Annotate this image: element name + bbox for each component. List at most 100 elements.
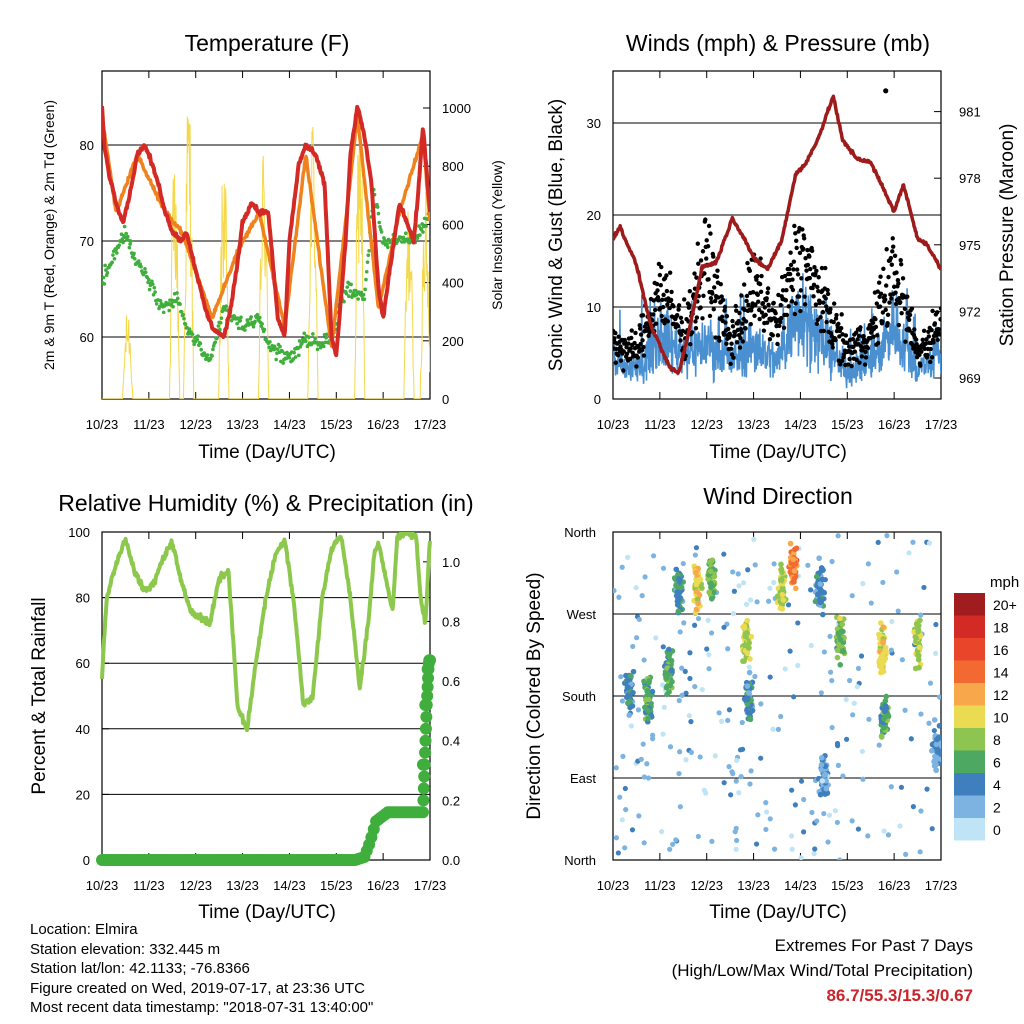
gust-point [653,321,659,326]
direction-point [639,593,645,599]
dewpoint-point [198,341,203,346]
speed-legend-label: 18 [993,620,1009,636]
direction-point [619,564,625,570]
y2-tick-label: 975 [959,238,981,253]
direction-point [623,806,629,813]
gust-point [807,254,812,259]
direction-point [821,649,827,655]
gust-point [921,328,927,333]
dewpoint-point [167,308,171,313]
gust-point [868,336,873,341]
dewpoint-point [215,336,219,341]
gust-point [877,304,883,309]
x-tick-label: 12/23 [179,878,212,893]
gust-point [773,311,778,316]
direction-point [918,612,924,618]
gust-point [638,332,644,337]
direction-point [819,565,825,572]
gust-point [651,312,656,317]
gust-point [721,332,727,337]
dewpoint-point [267,345,271,350]
gust-point [708,296,714,301]
winds-ylabel: Sonic Wind & Gust (Blue, Black) [546,99,567,371]
y-tick-label: West [567,607,597,622]
direction-point [745,645,752,651]
direction-point [840,648,847,655]
gust-point [887,300,892,305]
gust-point [713,335,718,340]
temperature-xlabel: Time (Day/UTC) [198,442,336,463]
gust-point [760,300,766,306]
gust-point [811,294,816,299]
gust-point [938,317,941,322]
gust-point [745,260,750,266]
direction-point [780,597,787,603]
direction-point [675,608,682,615]
gust-point [823,265,828,271]
dewpoint-point [346,294,351,299]
x-tick-label: 16/23 [367,878,400,893]
direction-point [641,657,647,663]
gust-point [732,333,738,338]
gust-point [736,319,741,324]
gust-point [728,361,733,367]
gust-point [738,335,743,341]
gust-point [749,304,755,310]
gust-point [744,293,750,299]
dewpoint-point [192,342,196,347]
humidity-ylabel: Percent & Total Rainfall [29,597,50,794]
x-tick-label: 13/23 [737,878,770,893]
speed-legend-label: 6 [993,755,1001,771]
direction-point [741,658,747,664]
gust-point [757,316,762,322]
gust-point [845,340,850,345]
gust-point [729,341,734,346]
direction-point [660,565,667,571]
rainfall-point [420,710,433,723]
temperature-panel: Temperature (F) Time (Day/UTC) 2m & 9m T… [41,30,505,463]
gust-point [641,344,646,350]
gust-point [786,304,791,309]
gust-point [734,340,740,345]
humidity-series-line [100,532,432,733]
direction-point [801,796,807,803]
gust-point [885,321,890,326]
dewpoint-point [278,344,282,349]
gust-point [935,310,940,315]
y2-tick-label: 1000 [442,101,471,116]
direction-point [743,629,750,636]
dewpoint-point [181,312,186,317]
gust-point [761,328,767,333]
dewpoint-point [158,298,163,303]
direction-point [847,677,853,684]
direction-point [838,628,845,634]
direction-point [738,774,744,780]
direction-point [746,664,752,670]
direction-point [820,611,826,618]
speed-legend-swatch [954,818,985,841]
direction-point [752,562,758,568]
dewpoint-point [102,275,106,280]
dewpoint-point [364,277,368,282]
direction-point [628,723,634,729]
direction-point [929,748,935,754]
direction-point [615,850,621,856]
direction-point [709,838,715,844]
speed-legend-swatch [954,728,985,751]
direction-point [849,818,855,824]
speed-legend-label: 20+ [993,597,1017,613]
direction-point [613,587,617,594]
dewpoint-point [153,290,157,294]
dewpoint-point [182,316,186,321]
dewpoint-point [364,270,369,274]
direction-point [910,804,916,810]
x-tick-label: 11/23 [133,878,165,893]
direction-point [882,707,888,714]
x-tick-label: 10/23 [86,417,119,432]
gust-point [894,270,899,275]
dewpoint-point [183,322,188,327]
gust-point [798,308,803,314]
direction-point [877,620,884,626]
gust-point [863,355,869,360]
direction-point [924,786,930,792]
